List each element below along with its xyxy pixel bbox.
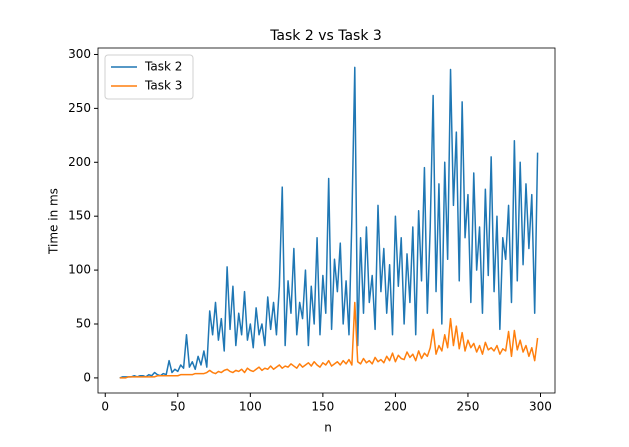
y-tick-label: 0 — [83, 370, 91, 384]
y-tick-label: 300 — [68, 47, 91, 61]
x-tick-label: 0 — [101, 400, 109, 414]
x-tick-label: 50 — [170, 400, 185, 414]
x-tick-label: 200 — [384, 400, 407, 414]
series-line — [119, 66, 539, 379]
y-tick-label: 250 — [68, 101, 91, 115]
legend-label: Task 2 — [144, 60, 182, 74]
x-tick-label: 150 — [311, 400, 334, 414]
legend-label: Task 3 — [144, 79, 182, 93]
x-tick-label: 250 — [456, 400, 479, 414]
x-tick-label: 300 — [529, 400, 552, 414]
x-axis-label: n — [324, 421, 332, 435]
y-axis-label: Time in ms — [47, 188, 61, 255]
chart-title: Task 2 vs Task 3 — [269, 28, 382, 44]
y-tick-label: 100 — [68, 263, 91, 277]
x-tick-label: 100 — [239, 400, 262, 414]
y-tick-label: 50 — [76, 317, 91, 331]
y-tick-label: 150 — [68, 209, 91, 223]
legend-box — [104, 54, 194, 100]
y-tick-label: 200 — [68, 155, 91, 169]
plot-frame — [97, 47, 556, 394]
series-line — [119, 301, 539, 379]
